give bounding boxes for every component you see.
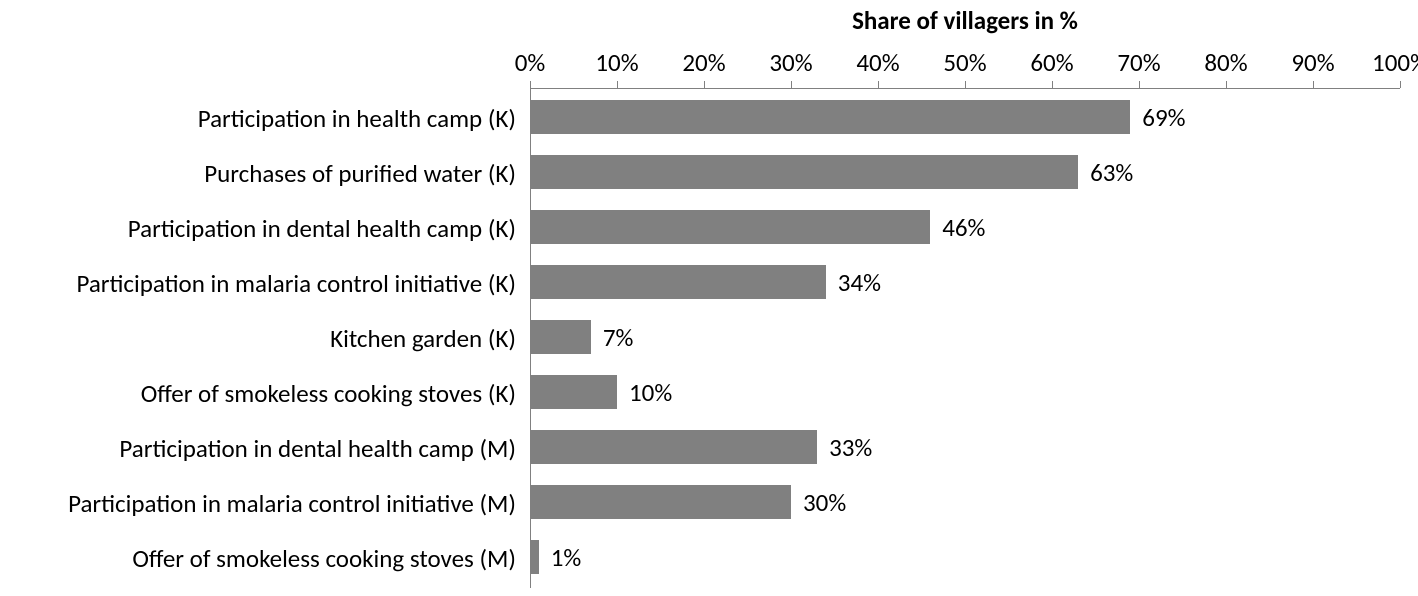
bar-value-label: 63% (1090, 157, 1133, 188)
bar-value-label: 33% (829, 432, 872, 463)
x-tick-mark (1226, 81, 1227, 88)
x-tick-label: 80% (1204, 47, 1247, 78)
bar-value-label: 7% (603, 322, 634, 353)
x-tick-label: 100% (1372, 47, 1418, 78)
x-tick-label: 70% (1117, 47, 1160, 78)
x-tick-mark (617, 81, 618, 88)
x-tick-label: 30% (769, 47, 812, 78)
bar-row: Participation in malaria control initiat… (530, 476, 1400, 531)
x-tick-label: 50% (943, 47, 986, 78)
x-tick-label: 0% (515, 47, 546, 78)
x-tick-label: 40% (856, 47, 899, 78)
bar-value-label: 46% (942, 212, 985, 243)
x-tick-label: 60% (1030, 47, 1073, 78)
bar (530, 210, 930, 244)
bar-value-label: 34% (838, 267, 881, 298)
x-tick-label: 10% (595, 47, 638, 78)
bar (530, 375, 617, 409)
x-tick-mark (1052, 81, 1053, 88)
chart-title: Share of villagers in % (530, 5, 1400, 36)
chart-container: Share of villagers in % 0% 10% 20% 30% 40% 50… (0, 5, 1418, 595)
x-tick-label: 20% (682, 47, 725, 78)
bar-row: Purchases of purified water (K)63% (530, 146, 1400, 201)
x-tick-mark (878, 81, 879, 88)
bar-row: Kitchen garden (K)7% (530, 311, 1400, 366)
bar-category-label: Kitchen garden (K) (330, 323, 516, 354)
bar-row: Offer of smokeless cooking stoves (K)10% (530, 366, 1400, 421)
bar-category-label: Participation in dental health camp (K) (128, 213, 516, 244)
bar-value-label: 10% (629, 377, 672, 408)
bar (530, 155, 1078, 189)
bar-row: Participation in dental health camp (K)4… (530, 201, 1400, 256)
bar-row: Participation in health camp (K)69% (530, 91, 1400, 146)
x-tick-mark (1313, 81, 1314, 88)
bar-category-label: Participation in dental health camp (M) (119, 433, 516, 464)
x-tick-label: 90% (1291, 47, 1334, 78)
bar (530, 430, 817, 464)
bar (530, 485, 791, 519)
plot-area: Participation in health camp (K)69%Purch… (530, 88, 1400, 588)
bar-value-label: 30% (803, 487, 846, 518)
bar-category-label: Participation in health camp (K) (198, 103, 516, 134)
x-tick-mark (1400, 81, 1401, 88)
bar-category-label: Offer of smokeless cooking stoves (K) (141, 378, 516, 409)
x-tick-mark (704, 81, 705, 88)
x-tick-mark (1139, 81, 1140, 88)
x-tick-mark (965, 81, 966, 88)
bar-value-label: 69% (1142, 102, 1185, 133)
x-tick-mark (791, 81, 792, 88)
bar (530, 540, 539, 574)
bar (530, 265, 826, 299)
bar-category-label: Offer of smokeless cooking stoves (M) (132, 543, 516, 574)
bar-category-label: Participation in malaria control initiat… (76, 268, 516, 299)
bar-row: Offer of smokeless cooking stoves (M)1% (530, 531, 1400, 586)
bar-category-label: Participation in malaria control initiat… (68, 488, 516, 519)
x-tick-mark (530, 81, 531, 88)
bar-row: Participation in dental health camp (M)3… (530, 421, 1400, 476)
bar-value-label: 1% (551, 542, 582, 573)
bar-category-label: Purchases of purified water (K) (204, 158, 516, 189)
bar (530, 320, 591, 354)
bar (530, 100, 1130, 134)
bar-row: Participation in malaria control initiat… (530, 256, 1400, 311)
